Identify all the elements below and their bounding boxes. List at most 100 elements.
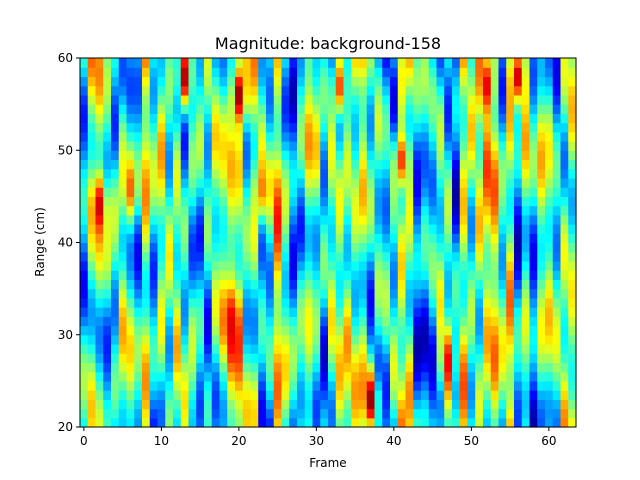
heatmap-cell (359, 141, 368, 151)
heatmap-cell (250, 131, 259, 142)
heatmap-cell (560, 214, 569, 225)
heatmap-cell (405, 279, 414, 290)
heatmap-cell (498, 307, 507, 317)
heatmap-cell (452, 371, 461, 382)
heatmap-cell (320, 408, 329, 419)
heatmap-cell (498, 279, 507, 290)
heatmap-cell (165, 353, 174, 364)
heatmap-cell (467, 297, 476, 308)
heatmap-cell (483, 113, 492, 124)
heatmap-cell (405, 122, 414, 133)
heatmap-cell (227, 251, 236, 262)
heatmap-cell (80, 334, 89, 345)
heatmap-cell (444, 399, 453, 410)
heatmap-cell (359, 371, 368, 382)
heatmap-cell (521, 325, 531, 336)
heatmap-cell (266, 131, 275, 142)
heatmap-cell (529, 196, 538, 207)
heatmap-cell (444, 380, 453, 391)
heatmap-cell (335, 279, 345, 290)
heatmap-cell (312, 279, 321, 290)
heatmap-cell (227, 343, 236, 354)
heatmap-cell (444, 417, 453, 428)
heatmap-cell (95, 242, 104, 253)
heatmap-cell (328, 141, 337, 151)
heatmap-cell (436, 214, 445, 225)
heatmap-cell (397, 76, 407, 87)
heatmap-cell (211, 159, 221, 170)
heatmap-cell (475, 104, 484, 114)
heatmap-cell (235, 150, 244, 161)
heatmap-cell (297, 316, 306, 327)
heatmap-cell (80, 242, 89, 253)
heatmap-cell (475, 251, 484, 262)
heatmap-cell (242, 177, 252, 188)
heatmap-cell (545, 288, 554, 299)
heatmap-cell (196, 76, 205, 87)
heatmap-cell (390, 242, 399, 253)
heatmap-plot-area (80, 58, 577, 428)
heatmap-cell (235, 260, 244, 271)
heatmap-cell (568, 104, 577, 114)
heatmap-cell (390, 251, 399, 262)
heatmap-cell (281, 417, 290, 428)
heatmap-cell (428, 187, 438, 197)
heatmap-cell (436, 196, 445, 207)
heatmap-cell (118, 76, 128, 87)
heatmap-cell (204, 214, 213, 225)
heatmap-cell (173, 343, 182, 354)
heatmap-cell (111, 316, 120, 327)
heatmap-cell (126, 399, 135, 410)
heatmap-cell (289, 131, 298, 142)
heatmap-cell (250, 224, 259, 234)
heatmap-cell (95, 187, 104, 197)
heatmap-cell (149, 122, 159, 133)
heatmap-cell (142, 94, 151, 105)
heatmap-cell (304, 141, 314, 151)
heatmap-cell (204, 131, 213, 142)
heatmap-cell (142, 196, 151, 207)
heatmap-cell (335, 159, 345, 170)
heatmap-cell (521, 58, 531, 68)
heatmap-cell (529, 417, 538, 428)
heatmap-cell (397, 390, 407, 400)
heatmap-cell (397, 380, 407, 391)
heatmap-cell (258, 270, 267, 280)
heatmap-cell (374, 196, 383, 207)
heatmap-cell (235, 196, 244, 207)
heatmap-cell (103, 288, 112, 299)
heatmap-cell (467, 279, 476, 290)
heatmap-cell (359, 390, 368, 400)
heatmap-cell (490, 58, 500, 68)
heatmap-cell (444, 187, 453, 197)
heatmap-cell (359, 343, 368, 354)
heatmap-cell (211, 362, 221, 373)
heatmap-cell (297, 380, 306, 391)
heatmap-cell (250, 307, 259, 317)
heatmap-cell (142, 251, 151, 262)
heatmap-cell (529, 113, 538, 124)
heatmap-cell (320, 205, 329, 216)
heatmap-cell (335, 353, 345, 364)
heatmap-cell (118, 399, 128, 410)
heatmap-cell (188, 58, 197, 68)
heatmap-cell (312, 168, 321, 179)
heatmap-cell (320, 353, 329, 364)
heatmap-cell (552, 325, 562, 336)
heatmap-cell (382, 251, 391, 262)
heatmap-cell (506, 113, 515, 124)
heatmap-cell (219, 233, 228, 244)
heatmap-cell (80, 380, 89, 391)
heatmap-cell (560, 307, 569, 317)
heatmap-cell (80, 408, 89, 419)
heatmap-cell (180, 94, 190, 105)
heatmap-cell (134, 233, 143, 244)
heatmap-cell (568, 94, 577, 105)
heatmap-cell (374, 288, 383, 299)
heatmap-cell (490, 390, 500, 400)
heatmap-cell (366, 288, 376, 299)
heatmap-cell (413, 371, 422, 382)
heatmap-cell (173, 58, 182, 68)
heatmap-cell (366, 159, 376, 170)
heatmap-cell (180, 334, 190, 345)
